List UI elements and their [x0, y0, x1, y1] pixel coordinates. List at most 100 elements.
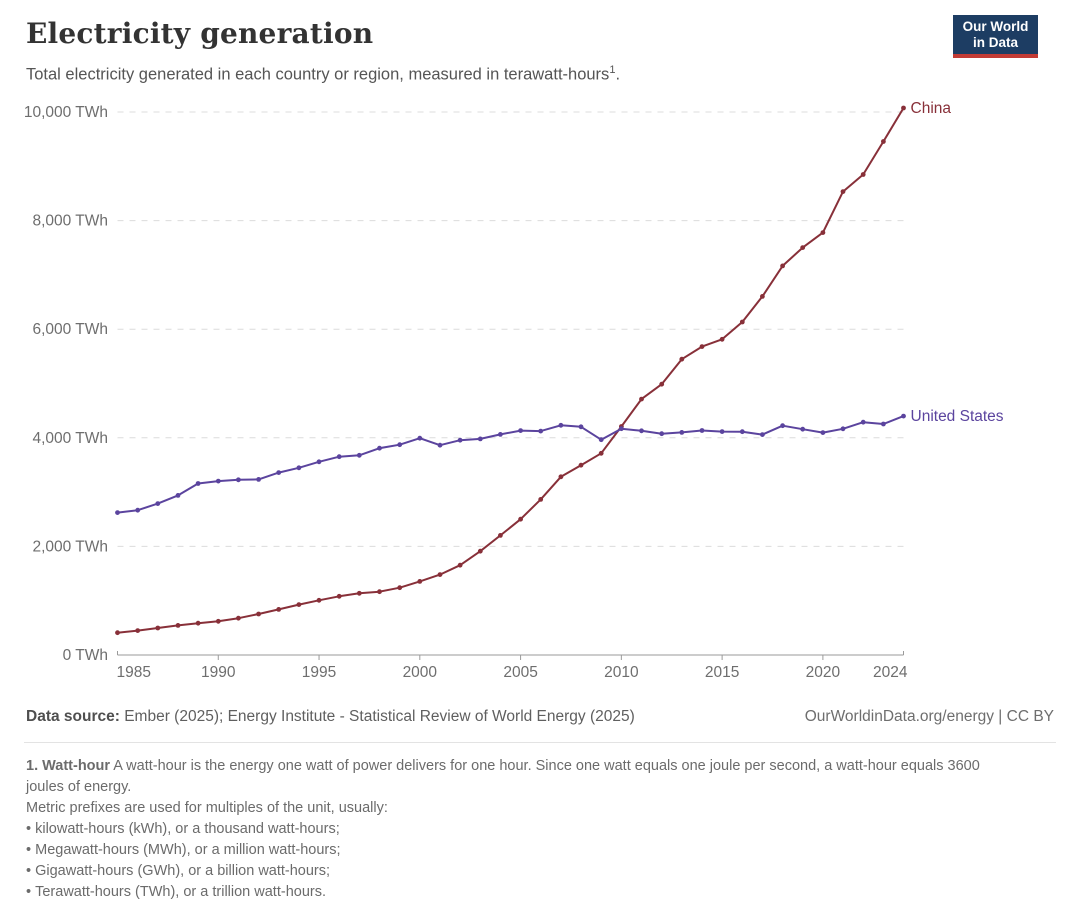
data-point-china[interactable]: [598, 450, 604, 456]
x-tick-label: 2024: [873, 664, 908, 681]
owid-logo[interactable]: Our World in Data: [953, 15, 1038, 58]
data-point-united-states[interactable]: [437, 442, 443, 448]
data-point-china[interactable]: [356, 590, 362, 596]
data-point-china[interactable]: [397, 585, 403, 591]
data-point-united-states[interactable]: [558, 422, 564, 428]
owid-link[interactable]: OurWorldinData.org/energy | CC BY: [804, 708, 1054, 725]
data-point-united-states[interactable]: [699, 428, 705, 433]
data-point-china[interactable]: [498, 533, 503, 538]
data-point-china[interactable]: [659, 381, 665, 387]
data-point-china[interactable]: [316, 597, 322, 603]
data-point-united-states[interactable]: [619, 426, 624, 432]
chart-canvas[interactable]: 0 TWh 2,000 TWh 4,000 TWh 6,000 TWh 8,000 TW…: [0, 95, 1080, 695]
data-point-china[interactable]: [719, 336, 725, 342]
x-tick-label: 2000: [403, 664, 438, 681]
data-point-china[interactable]: [195, 620, 201, 626]
data-point-china[interactable]: [780, 263, 785, 269]
data-point-china[interactable]: [558, 474, 564, 480]
data-point-china[interactable]: [236, 615, 241, 621]
data-point-china[interactable]: [800, 245, 806, 251]
data-point-united-states[interactable]: [195, 481, 201, 486]
data-point-united-states[interactable]: [760, 432, 765, 437]
owid-logo-line2: in Data: [972, 34, 1018, 50]
data-point-china[interactable]: [135, 628, 141, 633]
data-point-china[interactable]: [215, 618, 221, 624]
footnote-block: 1. Watt-hour A watt-hour is the energy o…: [0, 743, 1015, 903]
footnote-bullet: Gigawatt-hours (GWh), or a billion watt-…: [26, 861, 989, 882]
data-point-united-states[interactable]: [679, 430, 685, 435]
data-point-china[interactable]: [477, 548, 483, 554]
data-point-united-states[interactable]: [739, 429, 745, 435]
data-point-united-states[interactable]: [659, 431, 665, 437]
data-point-united-states[interactable]: [417, 435, 423, 441]
data-point-united-states[interactable]: [276, 470, 282, 475]
data-point-united-states[interactable]: [719, 429, 725, 434]
chart-area[interactable]: 0 TWh 2,000 TWh 4,000 TWh 6,000 TWh 8,000 TW…: [0, 95, 1080, 700]
data-point-united-states[interactable]: [397, 442, 403, 448]
data-point-china[interactable]: [296, 602, 302, 607]
data-point-china[interactable]: [699, 344, 705, 349]
data-point-china[interactable]: [377, 589, 382, 595]
footnote-bullet: Megawatt-hours (MWh), or a million watt-…: [26, 840, 989, 861]
data-point-china[interactable]: [639, 396, 644, 402]
footnote-marker[interactable]: 1: [609, 64, 616, 76]
series-line-china[interactable]: [116, 107, 905, 634]
data-point-united-states[interactable]: [477, 436, 483, 442]
data-point-china[interactable]: [115, 630, 120, 636]
data-point-united-states[interactable]: [457, 437, 463, 443]
data-point-china[interactable]: [739, 319, 745, 325]
data-point-china[interactable]: [760, 294, 765, 299]
data-point-china[interactable]: [840, 189, 846, 194]
data-point-china[interactable]: [820, 230, 826, 236]
data-point-united-states[interactable]: [296, 465, 302, 471]
data-point-united-states[interactable]: [236, 477, 241, 483]
series-label-united-states[interactable]: United States: [911, 408, 1004, 425]
data-point-china[interactable]: [679, 356, 685, 362]
data-point-united-states[interactable]: [377, 445, 382, 451]
data-point-united-states[interactable]: [498, 432, 503, 437]
data-point-united-states[interactable]: [840, 426, 846, 432]
data-point-united-states[interactable]: [578, 424, 584, 430]
data-point-united-states[interactable]: [336, 454, 342, 460]
series-line-united-states[interactable]: [116, 415, 905, 514]
data-point-united-states[interactable]: [518, 428, 523, 433]
data-point-china[interactable]: [538, 497, 544, 502]
data-point-china[interactable]: [256, 611, 261, 617]
series-label-china[interactable]: China: [911, 100, 952, 117]
y-tick-label: 6,000 TWh: [32, 321, 108, 338]
x-tick-label: 1985: [117, 664, 151, 681]
data-point-china[interactable]: [578, 462, 584, 468]
data-point-united-states[interactable]: [135, 507, 141, 513]
data-point-china[interactable]: [881, 139, 886, 144]
x-tick-label: 2005: [503, 664, 537, 681]
footnote-definition: 1. Watt-hour A watt-hour is the energy o…: [26, 756, 989, 798]
data-point-united-states[interactable]: [881, 421, 886, 427]
data-point-united-states[interactable]: [800, 426, 806, 432]
data-point-china[interactable]: [276, 607, 282, 612]
data-point-united-states[interactable]: [538, 428, 544, 434]
data-point-china[interactable]: [155, 625, 161, 631]
data-point-united-states[interactable]: [901, 413, 906, 419]
data-point-united-states[interactable]: [115, 510, 120, 515]
data-point-china[interactable]: [437, 572, 443, 577]
data-point-china[interactable]: [417, 579, 423, 584]
data-point-united-states[interactable]: [155, 501, 161, 506]
data-point-united-states[interactable]: [639, 428, 644, 434]
data-point-china[interactable]: [860, 172, 866, 177]
data-point-united-states[interactable]: [175, 493, 181, 498]
data-point-united-states[interactable]: [356, 452, 362, 458]
data-point-united-states[interactable]: [256, 477, 261, 482]
data-point-united-states[interactable]: [860, 419, 866, 425]
data-point-united-states[interactable]: [215, 478, 221, 484]
data-point-united-states[interactable]: [780, 423, 785, 429]
data-point-china[interactable]: [175, 623, 181, 628]
data-point-china[interactable]: [901, 105, 906, 111]
data-point-china[interactable]: [457, 562, 463, 568]
data-point-united-states[interactable]: [598, 437, 604, 443]
data-point-china[interactable]: [336, 593, 342, 599]
data-point-united-states[interactable]: [316, 459, 322, 465]
source-row: Data source: Ember (2025); Energy Instit…: [0, 700, 1080, 726]
data-source: Data source: Ember (2025); Energy Instit…: [26, 708, 635, 726]
data-point-united-states[interactable]: [820, 430, 826, 435]
data-point-china[interactable]: [518, 516, 523, 522]
